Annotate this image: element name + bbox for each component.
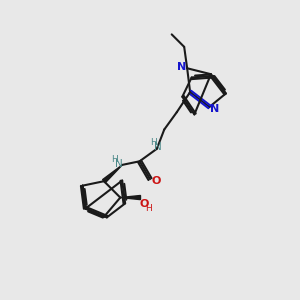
Polygon shape bbox=[120, 196, 140, 200]
Polygon shape bbox=[103, 165, 122, 183]
Text: O: O bbox=[152, 176, 161, 186]
Text: N: N bbox=[210, 104, 219, 114]
Text: O: O bbox=[140, 199, 149, 209]
Text: H: H bbox=[150, 138, 157, 147]
Text: H: H bbox=[111, 155, 117, 164]
Text: N: N bbox=[115, 159, 123, 169]
Text: H: H bbox=[146, 204, 152, 213]
Text: N: N bbox=[154, 142, 162, 152]
Text: N: N bbox=[177, 62, 186, 72]
